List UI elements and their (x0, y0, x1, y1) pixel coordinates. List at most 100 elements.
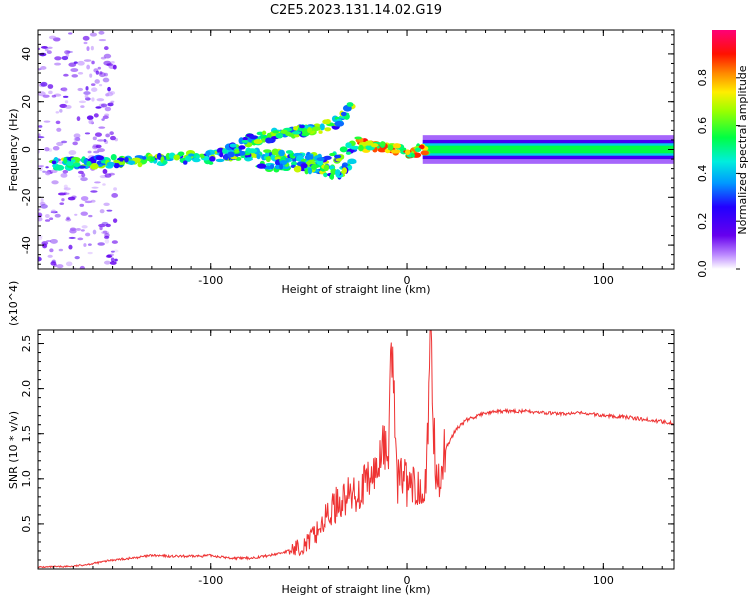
snr-y-tick-label: 2.0 (20, 380, 33, 398)
spectrogram-track-mark (274, 156, 281, 160)
spectrogram-track-mark (127, 160, 136, 165)
spectrogram-noise-mark (70, 68, 79, 73)
spectrogram-noise-mark (96, 98, 105, 102)
spectrogram-noise-mark (38, 216, 43, 222)
spectrogram-noise-mark (95, 144, 102, 149)
spectrogram-track-mark (205, 150, 211, 157)
snr-x-axis-label: Height of straight line (km) (281, 583, 430, 596)
spectrogram-noise-mark (51, 180, 59, 185)
spectrogram-noise-mark (107, 102, 114, 107)
spectrogram-track-mark (263, 149, 272, 153)
spectrogram-track-mark (209, 156, 216, 162)
spectrogram-noise-mark (49, 248, 54, 253)
spectrogram-noise-mark (63, 73, 69, 77)
spectrogram-noise-mark (92, 150, 100, 154)
spectrogram-track-mark (410, 153, 415, 158)
spectrogram-noise-mark (61, 55, 69, 61)
spectrogram-track-mark (387, 144, 394, 151)
colorbar-tick-label: 0.0 (696, 260, 709, 278)
spectrogram-noise-mark (54, 56, 62, 61)
spectrogram-noise-mark (48, 35, 57, 40)
spectrogram-track-mark (334, 120, 345, 127)
spectrogram-x-tick-label: 100 (593, 274, 614, 287)
spectrogram-track-mark (162, 160, 167, 165)
spectrogram-noise-mark (99, 209, 105, 214)
spectrogram-noise-mark (58, 192, 66, 196)
spectrogram-noise-mark (38, 208, 41, 211)
spectrogram-noise-mark (109, 261, 117, 265)
spectrogram-track-mark (307, 127, 313, 134)
spectrogram-noise-mark (86, 64, 90, 70)
spectrogram-noise-mark (53, 263, 58, 267)
spectrogram-noise-mark (75, 228, 81, 231)
spectrogram-noise-mark (84, 132, 91, 135)
spectrogram-track-mark (271, 148, 279, 156)
spectrogram-noise-mark (68, 32, 73, 35)
snr-x-ticks: -100 0 100 (53, 330, 663, 587)
spectrogram-noise-mark (56, 127, 62, 132)
spectrogram-noise-mark (84, 200, 93, 204)
spectrogram-noise-mark (68, 62, 77, 67)
spectrogram-noise-mark (80, 211, 88, 216)
spectrogram-noise-mark (54, 213, 61, 218)
spectrogram-noise-mark (90, 45, 94, 51)
spectrogram-track-mark (222, 148, 228, 154)
spectrogram-noise-mark (102, 183, 106, 186)
spectrogram-track-mark (316, 157, 325, 162)
spectrogram-track-mark (247, 148, 258, 154)
spectrogram-noise-mark (51, 259, 56, 264)
spectrogram-noise-mark (98, 30, 105, 35)
spectrogram-noise-mark (40, 81, 48, 87)
spectrogram-noise-mark (38, 47, 41, 51)
spectrogram-track-mark (192, 158, 201, 163)
spectrogram-track-mark (323, 172, 328, 178)
spectrogram-noise-mark (102, 115, 109, 119)
spectrogram-track-mark (227, 151, 235, 158)
spectrogram-noise-mark (68, 236, 76, 239)
spectrogram-noise-mark (51, 94, 57, 98)
spectrogram-track-mark (86, 160, 92, 166)
spectrogram-noise-mark (92, 229, 97, 235)
spectrogram-noise-mark (76, 116, 81, 122)
spectrogram-noise-mark (101, 118, 105, 121)
spectrogram-track-mark (137, 162, 143, 168)
spectrogram-noise-mark (104, 106, 112, 112)
spectrogram-noise-mark (64, 50, 71, 55)
spectrogram-noise-mark (90, 190, 98, 193)
spectrogram-noise-mark (71, 74, 79, 78)
spectrogram-noise-mark (46, 239, 52, 243)
spectrogram-noise-mark (73, 133, 81, 139)
spectrogram-noise-mark (69, 229, 77, 234)
spectrogram-noise-mark (103, 138, 107, 142)
spectrogram-noise-mark (89, 73, 93, 78)
spectrogram-track-mark (185, 155, 192, 162)
spectrogram-track-mark (392, 143, 402, 149)
spectrogram-noise-mark (47, 84, 54, 89)
spectrogram-noise-mark (65, 217, 72, 222)
spectrogram-noise-mark (96, 139, 105, 142)
spectrogram-noise-mark (83, 243, 87, 247)
spectrogram-track-mark (292, 158, 297, 163)
spectrogram-noise-mark (42, 170, 46, 173)
spectrogram-y-tick-label: 0 (20, 146, 33, 153)
spectrogram-noise-mark (61, 140, 68, 144)
spectrogram-noise-mark (105, 223, 111, 228)
spectrogram-noise-mark (38, 256, 42, 262)
spectrogram-track-mark (54, 164, 65, 171)
spectrogram-noise-mark (38, 125, 43, 128)
spectrogram-noise-mark (95, 70, 100, 75)
spectrogram-track-mark (323, 155, 332, 160)
spectrogram-noise-mark (38, 133, 41, 137)
spectrogram-track-mark (364, 140, 374, 146)
spectrogram-noise-mark (100, 56, 106, 60)
spectrogram-track-mark (188, 153, 195, 157)
spectrogram-track-mark (279, 163, 284, 170)
spectrogram-noise-mark (83, 41, 88, 45)
spectrogram-noise-mark (64, 100, 69, 104)
snr-y-axis-label: SNR (10 * v/v) (7, 411, 20, 489)
spectrogram-x-tick-label: -100 (198, 274, 223, 287)
spectrogram-noise-mark (99, 71, 103, 75)
spectrogram-track-mark (239, 150, 246, 156)
spectrogram-noise-mark (83, 91, 91, 95)
spectrogram-noise-mark (85, 232, 91, 237)
